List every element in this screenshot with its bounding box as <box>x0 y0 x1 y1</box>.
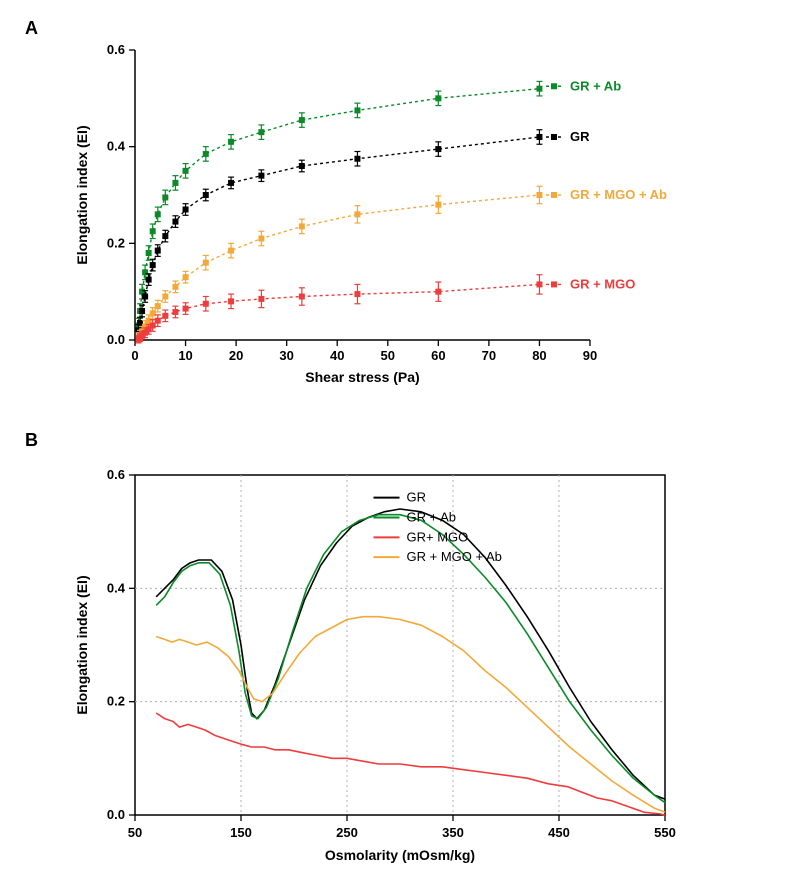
chart-a: 0 10 20 30 40 50 60 70 80 90 0.0 0.2 0.4 0.6 Shear str… <box>70 40 710 400</box>
svg-text:10: 10 <box>178 348 192 363</box>
svg-text:90: 90 <box>583 348 597 363</box>
svg-text:20: 20 <box>229 348 243 363</box>
svg-text:350: 350 <box>442 825 464 840</box>
panel-a-label: A <box>25 18 38 39</box>
series-label: GR + MGO <box>570 276 635 291</box>
panel-b-label: B <box>25 430 38 451</box>
legend-item: GR+ MGO <box>407 529 469 544</box>
series-label: GR <box>570 129 590 144</box>
svg-text:450: 450 <box>548 825 570 840</box>
svg-text:60: 60 <box>431 348 445 363</box>
svg-text:Elongation index (EI): Elongation index (EI) <box>74 125 90 264</box>
svg-text:0.4: 0.4 <box>107 580 126 595</box>
svg-text:0.0: 0.0 <box>107 332 125 347</box>
svg-text:150: 150 <box>230 825 252 840</box>
page: { "panelA": { "label": "A", "label_pos":… <box>0 0 794 893</box>
chart-b-svg: 50 150 250 350 450 550 0.0 0.2 0.4 0.6 Osmolarity … <box>70 465 770 885</box>
svg-text:0.6: 0.6 <box>107 42 125 57</box>
svg-text:250: 250 <box>336 825 358 840</box>
chart-b: 50 150 250 350 450 550 0.0 0.2 0.4 0.6 Osmolarity … <box>70 465 770 885</box>
svg-text:70: 70 <box>482 348 496 363</box>
svg-text:0.4: 0.4 <box>107 139 126 154</box>
svg-text:550: 550 <box>654 825 676 840</box>
svg-text:0.6: 0.6 <box>107 467 125 482</box>
legend-item: GR + MGO + Ab <box>407 549 502 564</box>
svg-text:Elongation index (EI): Elongation index (EI) <box>74 575 90 714</box>
svg-text:50: 50 <box>128 825 142 840</box>
svg-text:50: 50 <box>381 348 395 363</box>
legend-item: GR + Ab <box>407 510 457 525</box>
chart-a-svg: 0 10 20 30 40 50 60 70 80 90 0.0 0.2 0.4 0.6 Shear str… <box>70 40 710 400</box>
series-label: GR + Ab <box>570 78 621 93</box>
svg-text:30: 30 <box>279 348 293 363</box>
series-label: GR + MGO + Ab <box>570 187 667 202</box>
svg-text:0.2: 0.2 <box>107 235 125 250</box>
svg-text:0.2: 0.2 <box>107 694 125 709</box>
svg-text:Shear stress (Pa): Shear stress (Pa) <box>305 369 419 385</box>
svg-text:0.0: 0.0 <box>107 807 125 822</box>
svg-text:Osmolarity (mOsm/kg): Osmolarity (mOsm/kg) <box>325 847 475 863</box>
svg-text:80: 80 <box>532 348 546 363</box>
svg-text:0: 0 <box>131 348 138 363</box>
legend-item: GR <box>407 490 427 505</box>
svg-text:40: 40 <box>330 348 344 363</box>
